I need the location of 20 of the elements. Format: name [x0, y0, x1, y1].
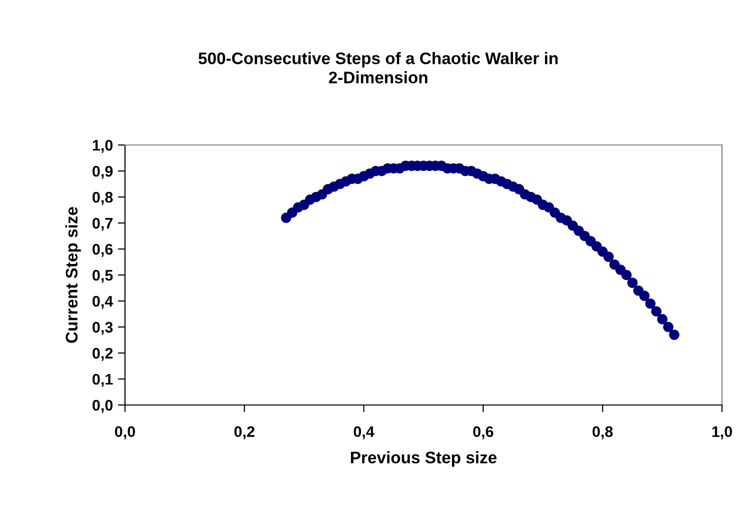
- x-tick-label: 0,2: [234, 426, 254, 440]
- y-tick-label: 0,9: [92, 166, 113, 179]
- chart-title: 500-Consecutive Steps of a Chaotic Walker in 2-Dimension: [198, 52, 558, 84]
- y-tick-label: 0,5: [92, 270, 113, 283]
- x-tick-label: 0,0: [114, 426, 135, 440]
- x-tick-label: 0,8: [592, 426, 613, 440]
- y-tick-label: 0,4: [92, 296, 114, 309]
- y-axis-title: Current Step size: [65, 207, 81, 343]
- y-tick-label: 0,3: [92, 322, 113, 335]
- x-tick-label: 1,0: [712, 426, 732, 440]
- y-tick-label: 0,1: [92, 374, 113, 387]
- x-tick-label: 0,4: [354, 426, 374, 440]
- x-tick-label: 0,6: [473, 426, 494, 440]
- x-axis-title: Previous Step size: [350, 451, 497, 467]
- y-tick-label: 1,0: [92, 140, 113, 153]
- y-tick-label: 0,7: [92, 218, 113, 231]
- y-tick-label: 0,8: [92, 192, 113, 205]
- y-tick-label: 0,2: [92, 348, 113, 361]
- y-tick-label: 0,6: [92, 244, 113, 257]
- y-tick-label: 0,0: [92, 400, 113, 413]
